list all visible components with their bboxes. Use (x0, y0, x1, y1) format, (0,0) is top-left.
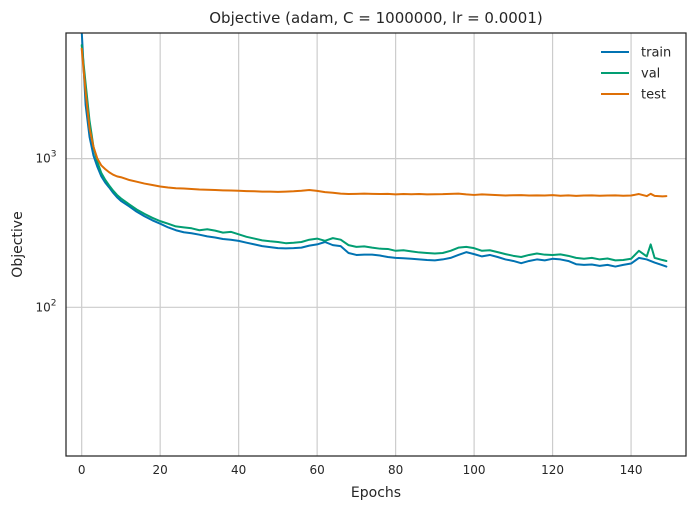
x-tick-label: 40 (231, 463, 246, 477)
legend: train val test (601, 46, 671, 103)
x-tick-label: 140 (620, 463, 643, 477)
x-tick-label: 60 (309, 463, 324, 477)
legend-label-val: val (641, 67, 660, 82)
x-tick-label: 20 (153, 463, 168, 477)
plot-frame (65, 32, 687, 457)
series-line-val (80, 44, 668, 262)
grid (66, 33, 686, 456)
series-lines (80, 33, 668, 268)
chart-title: Objective (adam, C = 1000000, lr = 0.000… (209, 9, 543, 27)
series-line-train (80, 33, 668, 268)
x-tick-label: 80 (388, 463, 403, 477)
x-tick-label: 120 (541, 463, 564, 477)
series-line-test (80, 47, 668, 198)
x-axis-label: Epochs (351, 485, 401, 501)
x-tick-label: 100 (463, 463, 486, 477)
y-axis-label: Objective (10, 211, 26, 277)
legend-label-train: train (641, 46, 671, 61)
legend-label-test: test (641, 88, 666, 103)
x-tick-label: 0 (78, 463, 86, 477)
